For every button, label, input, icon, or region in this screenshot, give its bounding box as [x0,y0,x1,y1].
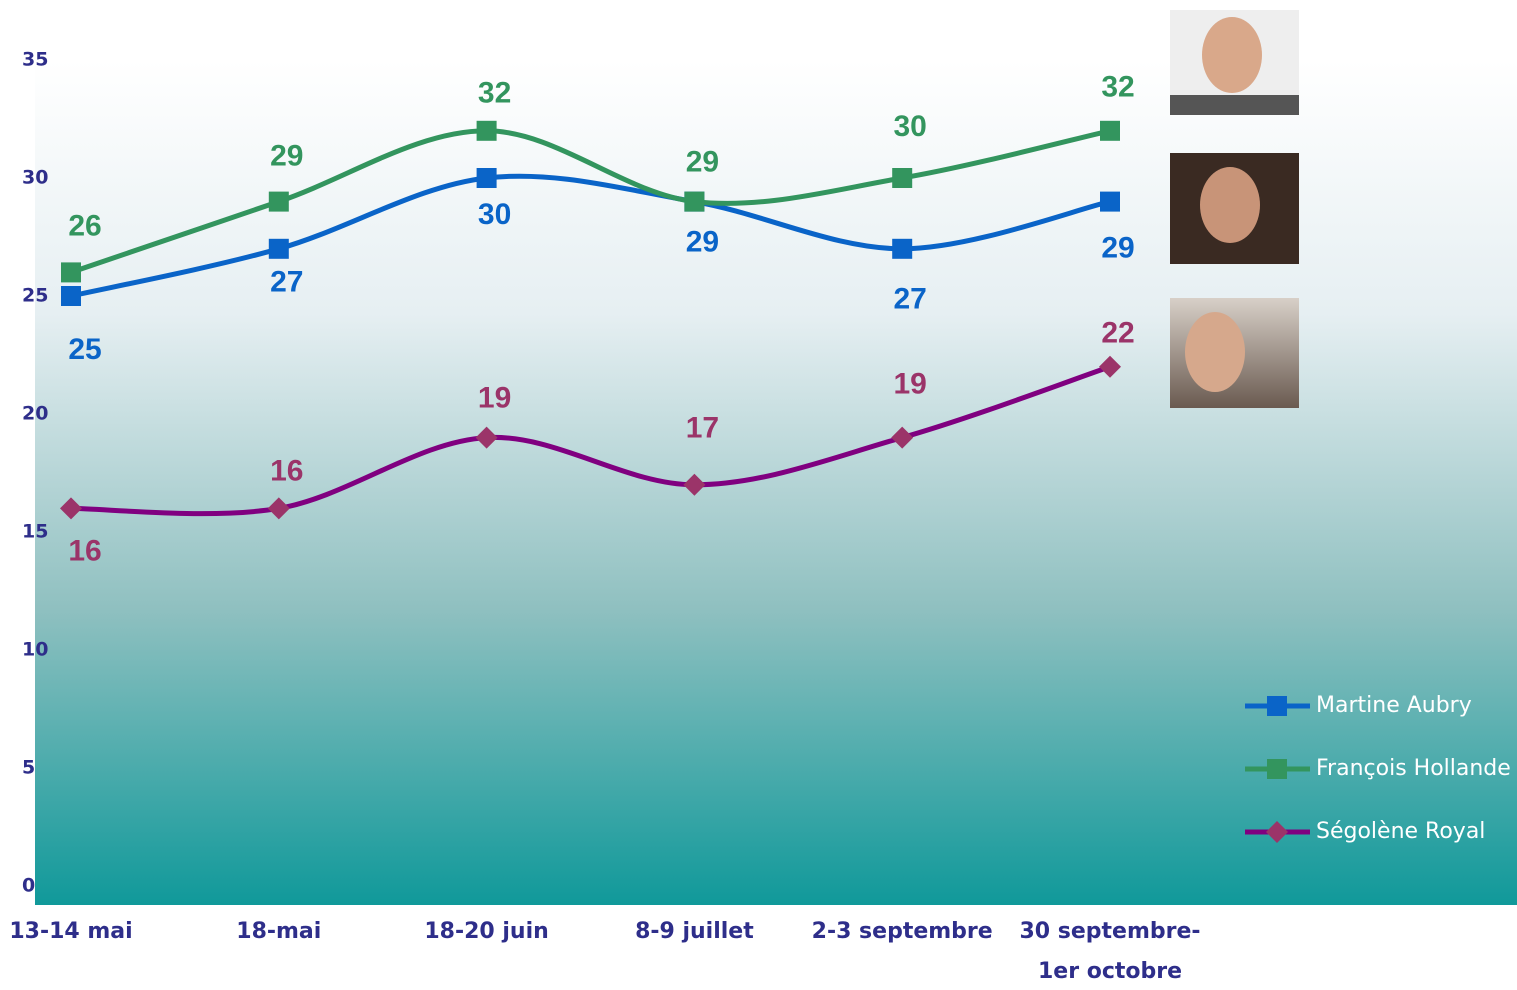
marker [477,168,497,188]
y-tick-label: 20 [22,403,48,425]
marker [892,168,912,188]
y-tick-label: 15 [22,521,48,543]
marker [684,192,704,212]
legend-label: Ségolène Royal [1316,819,1485,844]
x-tick-label: 8-9 juillet [635,919,754,944]
x-tick-label: 18-mai [236,919,321,944]
photos [1170,10,1299,408]
data-label: 16 [68,534,101,567]
marker [61,286,81,306]
legend-marker [1267,759,1287,779]
data-label: 25 [68,333,101,366]
marker [1100,121,1120,141]
marker [61,262,81,282]
data-label: 30 [478,198,511,231]
photo-body [1170,95,1299,115]
marker [269,239,289,259]
y-tick-label: 35 [22,49,48,71]
x-tick-label: 13-14 mai [9,919,132,944]
photo-face [1202,17,1262,93]
data-label: 29 [686,226,719,259]
marker [892,239,912,259]
data-label: 19 [894,368,927,401]
marker [269,192,289,212]
marker [477,121,497,141]
data-label: 26 [68,209,101,242]
y-tick-label: 25 [22,285,48,307]
data-label: 29 [270,140,303,173]
x-tick-label: 18-20 juin [424,919,548,944]
data-label: 17 [686,412,719,445]
y-tick-label: 0 [22,875,35,897]
x-tick-label-line: 30 septembre- [1019,919,1200,944]
x-tick-label: 2-3 septembre [812,919,993,944]
photo-face [1185,312,1245,392]
legend-label: Martine Aubry [1316,693,1472,718]
legend-marker [1267,696,1287,716]
data-label: 29 [686,146,719,179]
x-tick-label-line: 1er octobre [1038,959,1182,984]
legend-label: François Hollande [1316,756,1511,781]
data-label: 27 [270,266,303,299]
x-tick-label: 30 septembre- 1er octobre [1019,919,1200,984]
marker [1100,192,1120,212]
page: {"chart_data": {"type": "line", "categor… [0,0,1517,986]
y-tick-label: 30 [22,167,48,189]
y-tick-label: 10 [22,639,48,661]
y-tick-label: 5 [22,757,35,779]
photo-face [1200,167,1260,243]
data-label: 27 [894,283,927,316]
data-label: 32 [478,77,511,110]
data-label: 16 [270,454,303,487]
data-label: 29 [1101,232,1134,265]
data-label: 19 [478,382,511,415]
data-label: 22 [1101,317,1134,350]
chart: 0 5 10 15 20 25 30 35 13-14 mai 18-mai 18-20 juin 8… [0,0,1517,986]
data-label: 30 [894,110,927,143]
data-label: 32 [1101,71,1134,104]
